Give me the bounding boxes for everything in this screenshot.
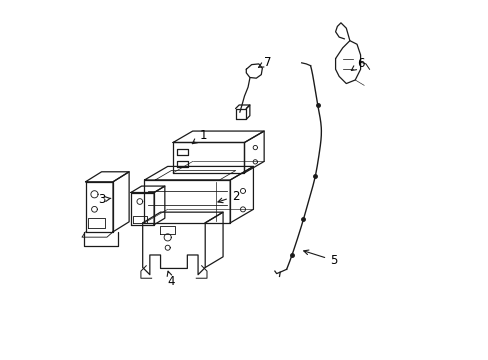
Text: 5: 5 (303, 250, 337, 267)
Text: 6: 6 (350, 57, 364, 71)
Text: 7: 7 (258, 55, 271, 69)
Text: 2: 2 (218, 190, 239, 203)
Text: 1: 1 (192, 129, 207, 144)
Text: 4: 4 (167, 271, 175, 288)
Text: 3: 3 (98, 193, 111, 206)
